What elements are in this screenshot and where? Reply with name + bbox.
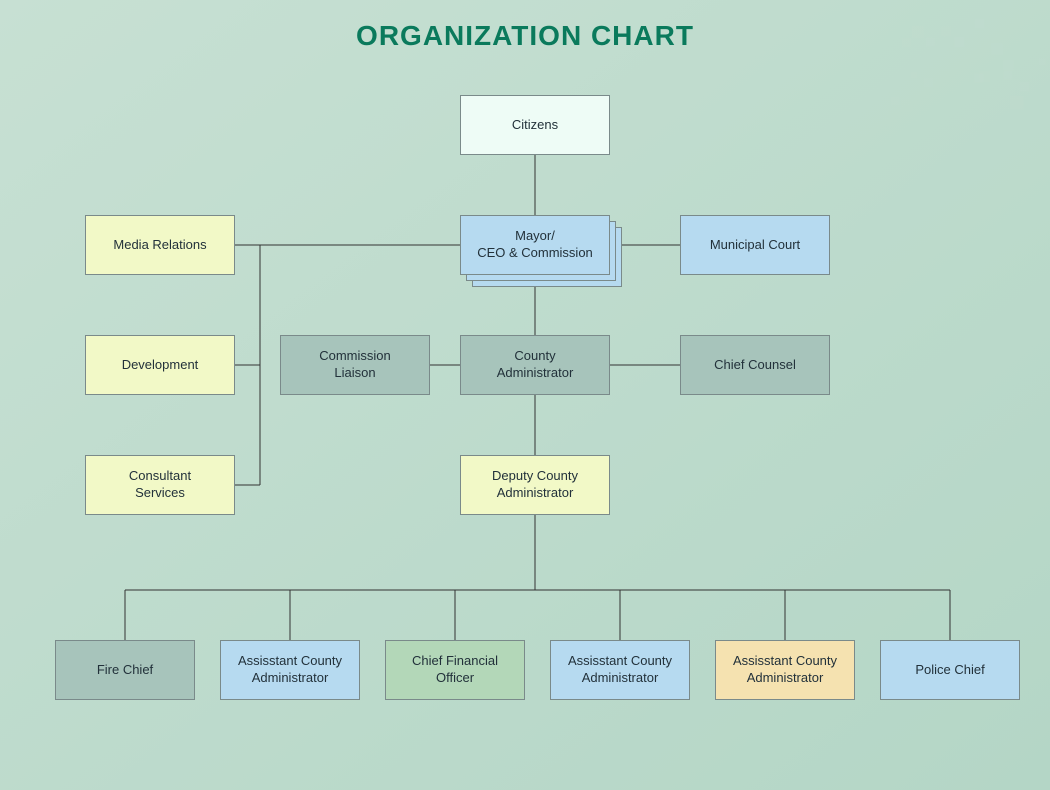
node-label-asst1: Assisstant County Administrator xyxy=(238,653,342,687)
node-label-mayor: Mayor/ CEO & Commission xyxy=(477,228,593,262)
node-label-cfo: Chief Financial Officer xyxy=(412,653,498,687)
node-citizens: Citizens xyxy=(460,95,610,155)
node-label-citizens: Citizens xyxy=(512,117,558,134)
node-development: Development xyxy=(85,335,235,395)
node-fire_chief: Fire Chief xyxy=(55,640,195,700)
node-label-development: Development xyxy=(122,357,199,374)
node-label-chief_counsel: Chief Counsel xyxy=(714,357,796,374)
node-deputy_admin: Deputy County Administrator xyxy=(460,455,610,515)
node-label-municipal_court: Municipal Court xyxy=(710,237,800,254)
node-label-fire_chief: Fire Chief xyxy=(97,662,153,679)
node-label-deputy_admin: Deputy County Administrator xyxy=(492,468,578,502)
node-label-media_relations: Media Relations xyxy=(113,237,206,254)
node-cfo: Chief Financial Officer xyxy=(385,640,525,700)
node-label-asst3: Assisstant County Administrator xyxy=(733,653,837,687)
node-mayor: Mayor/ CEO & Commission xyxy=(460,215,610,275)
node-consultant_services: Consultant Services xyxy=(85,455,235,515)
node-asst1: Assisstant County Administrator xyxy=(220,640,360,700)
node-asst2: Assisstant County Administrator xyxy=(550,640,690,700)
node-label-police_chief: Police Chief xyxy=(915,662,984,679)
node-police_chief: Police Chief xyxy=(880,640,1020,700)
node-label-commission_liaison: Commission Liaison xyxy=(319,348,391,382)
node-commission_liaison: Commission Liaison xyxy=(280,335,430,395)
node-label-county_admin: County Administrator xyxy=(497,348,574,382)
node-municipal_court: Municipal Court xyxy=(680,215,830,275)
node-media_relations: Media Relations xyxy=(85,215,235,275)
node-asst3: Assisstant County Administrator xyxy=(715,640,855,700)
chart-title: ORGANIZATION CHART xyxy=(0,20,1050,52)
node-chief_counsel: Chief Counsel xyxy=(680,335,830,395)
node-label-consultant_services: Consultant Services xyxy=(129,468,191,502)
node-county_admin: County Administrator xyxy=(460,335,610,395)
org-chart-canvas: ORGANIZATION CHART Citizens Mayor/ CEO & … xyxy=(0,0,1050,790)
node-label-asst2: Assisstant County Administrator xyxy=(568,653,672,687)
